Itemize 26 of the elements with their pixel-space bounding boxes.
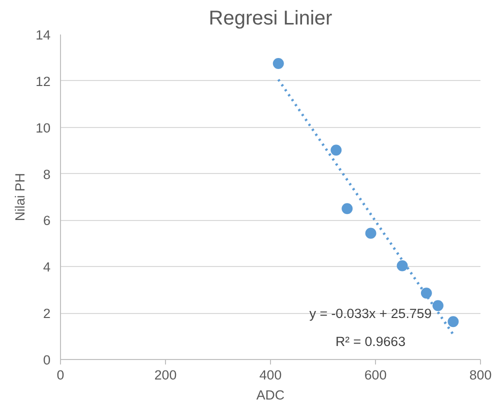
annotation: y = -0.033x + 25.759: [309, 306, 432, 321]
y-tick-label: 2: [43, 306, 51, 322]
point: [330, 144, 342, 156]
point: [448, 316, 459, 328]
y-axis-title: Nilai PH: [12, 172, 28, 222]
chart-title: Regresi Linier: [208, 8, 333, 30]
point: [420, 288, 432, 299]
point: [365, 228, 376, 239]
y-tick-label: 12: [36, 74, 51, 89]
x-tick-label: 200: [154, 368, 177, 382]
y-tick-label: 6: [43, 213, 51, 228]
y-tick-label: 10: [36, 120, 51, 136]
x-tick-label: 600: [364, 368, 387, 382]
point: [272, 58, 284, 70]
x-tick-label: 800: [469, 368, 492, 382]
x-tick-label: 0: [56, 368, 64, 382]
x-tick-label: 400: [259, 368, 282, 382]
point: [396, 260, 408, 272]
y-tick-label: 4: [43, 260, 52, 275]
point: [342, 203, 353, 214]
y-tick-label: 8: [43, 166, 51, 182]
y-tick-label: 0: [43, 352, 51, 368]
point: [432, 300, 444, 312]
y-tick-label: 14: [36, 28, 52, 42]
x-axis-title: ADC: [256, 388, 285, 402]
annotation: R² = 0.9663: [335, 334, 406, 349]
